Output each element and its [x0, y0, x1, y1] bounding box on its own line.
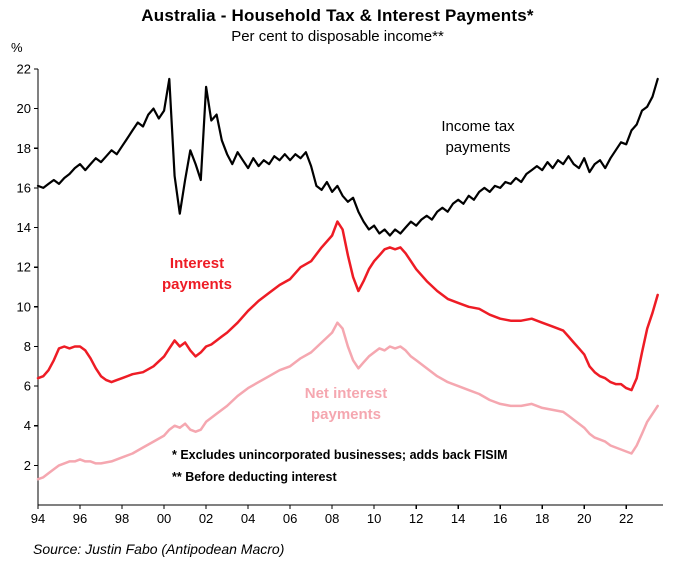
y-tick-label: 8 — [24, 339, 31, 354]
footnote-fisim: * Excludes unincorporated businesses; ad… — [172, 448, 508, 462]
series-label-interest-line2: payments — [161, 276, 233, 293]
x-tick-label: 94 — [31, 511, 45, 526]
series-label-income-tax-line1: Income tax — [441, 118, 515, 135]
y-tick-label: 20 — [17, 101, 31, 116]
y-axis-unit-label: % — [11, 40, 23, 55]
footnote-interest: ** Before deducting interest — [172, 470, 337, 484]
series-label-income-tax-line2: payments — [445, 139, 511, 156]
x-tick-label: 98 — [115, 511, 129, 526]
chart-subtitle: Per cent to disposable income** — [231, 28, 444, 45]
chart-title: Australia - Household Tax & Interest Pay… — [141, 6, 534, 25]
series-line-net_interest — [36, 321, 659, 481]
series-label-net-interest-line2: payments — [310, 406, 382, 423]
source-text: Source: Justin Fabo (Antipodean Macro) — [33, 541, 285, 557]
series-label-net-interest: Net interest payments — [266, 383, 426, 425]
y-tick-label: 12 — [17, 260, 31, 275]
series-label-net-interest-line1: Net interest — [304, 385, 388, 402]
x-tick-label: 18 — [535, 511, 549, 526]
y-tick-label: 2 — [24, 458, 31, 473]
x-tick-label: 14 — [451, 511, 465, 526]
x-tick-label: 00 — [157, 511, 171, 526]
x-tick-label: 96 — [73, 511, 87, 526]
y-tick-label: 10 — [17, 299, 31, 314]
y-tick-label: 22 — [17, 62, 31, 77]
series-line-interest — [36, 220, 659, 392]
line-chart: 2 4 6 8 10 12 14 16 18 20 22 94 96 98 00 02 04 06 08 10 12 14… — [17, 62, 663, 526]
x-tick-label: 10 — [367, 511, 381, 526]
x-tick-label: 20 — [577, 511, 591, 526]
y-tick-label: 4 — [24, 418, 31, 433]
x-tick-label: 06 — [283, 511, 297, 526]
y-tick-label: 6 — [24, 379, 31, 394]
x-tick-label: 22 — [619, 511, 633, 526]
series-label-income-tax: Income tax payments — [388, 116, 568, 158]
y-tick-label: 14 — [17, 220, 31, 235]
x-tick-label: 16 — [493, 511, 507, 526]
series-label-interest: Interest payments — [117, 253, 277, 295]
series-line-income_tax — [36, 77, 659, 237]
x-tick-label: 04 — [241, 511, 255, 526]
x-tick-label: 08 — [325, 511, 339, 526]
x-tick-label: 12 — [409, 511, 423, 526]
series-label-interest-line1: Interest — [169, 255, 225, 272]
x-tick-label: 02 — [199, 511, 213, 526]
y-tick-label: 16 — [17, 180, 31, 195]
y-tick-label: 18 — [17, 141, 31, 156]
